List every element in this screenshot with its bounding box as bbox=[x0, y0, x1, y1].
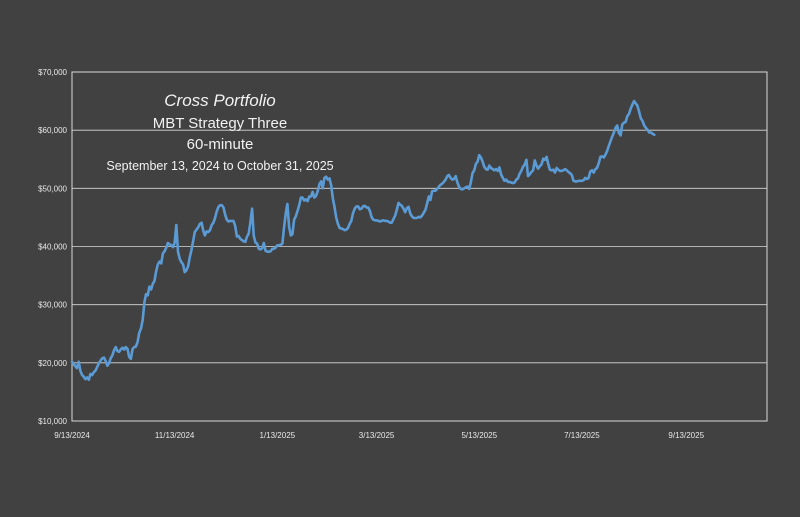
y-axis-ticks: $10,000 $20,000 $30,000 $40,000 $50,000 $60,0… bbox=[38, 68, 67, 426]
y-tick-label: $30,000 bbox=[38, 301, 67, 310]
chart-title-block: Cross Portfolio MBT Strategy Three 60-mi… bbox=[106, 91, 333, 173]
chart-subtitle-date-range: September 13, 2024 to October 31, 2025 bbox=[106, 159, 333, 173]
y-tick-label: $70,000 bbox=[38, 68, 67, 77]
x-tick-label: 5/13/2025 bbox=[461, 431, 497, 440]
y-tick-label: $20,000 bbox=[38, 359, 67, 368]
x-tick-label: 1/13/2025 bbox=[260, 431, 296, 440]
x-tick-label: 11/13/2024 bbox=[155, 431, 195, 440]
y-tick-label: $50,000 bbox=[38, 184, 67, 193]
x-tick-label: 3/13/2025 bbox=[359, 431, 395, 440]
x-tick-label: 9/13/2024 bbox=[54, 431, 90, 440]
plot-area-border bbox=[71, 71, 768, 422]
gridlines bbox=[72, 129, 767, 364]
y-tick-label: $10,000 bbox=[38, 417, 67, 426]
series-line-cross-portfolio-equity bbox=[70, 99, 656, 381]
chart-subtitle-timeframe: 60-minute bbox=[187, 136, 254, 153]
chart-title: Cross Portfolio bbox=[164, 91, 275, 110]
x-axis-ticks: 9/13/2024 11/13/2024 1/13/2025 3/13/2025 5/1… bbox=[54, 431, 704, 440]
y-tick-label: $60,000 bbox=[38, 126, 67, 135]
chart-subtitle-strategy: MBT Strategy Three bbox=[153, 115, 288, 132]
x-tick-label: 9/13/2025 bbox=[668, 431, 704, 440]
x-tick-label: 7/13/2025 bbox=[564, 431, 600, 440]
y-tick-label: $40,000 bbox=[38, 243, 67, 252]
